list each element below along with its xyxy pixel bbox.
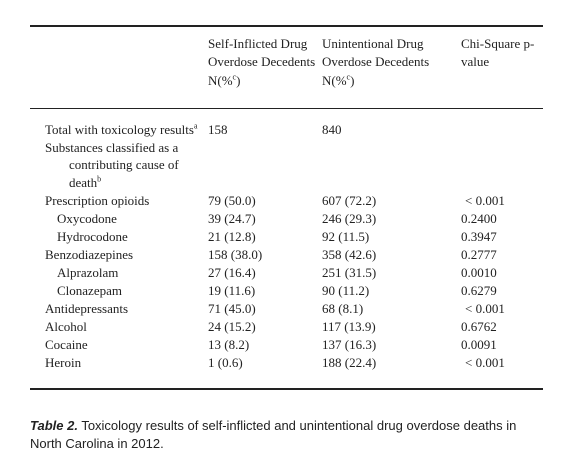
cell: 0.3947: [461, 228, 497, 244]
cell: 251 (31.5): [322, 264, 377, 280]
caption-label: Table 2.: [30, 418, 78, 433]
cell: 39 (24.7): [208, 210, 256, 226]
cell: 0.6279: [461, 282, 497, 298]
caption-text: Toxicology results of self-inflicted and…: [30, 418, 517, 451]
cell: 0.0091: [461, 336, 497, 352]
row-label: Total with toxicology resultsa: [45, 121, 199, 139]
row-label: Prescription opioids: [45, 192, 199, 210]
row-label: Oxycodone: [57, 210, 199, 228]
cell: 71 (45.0): [208, 300, 256, 316]
cell: 19 (11.6): [208, 282, 256, 298]
row-label: Alcohol: [45, 318, 199, 336]
unit-sup: c: [346, 72, 351, 82]
cell: 92 (11.5): [322, 228, 370, 244]
cell: 13 (8.2): [208, 336, 250, 352]
column-header: Chi-Square p-value: [461, 35, 541, 70]
cell: < 0.001: [465, 354, 505, 370]
row-label: Cocaine: [45, 336, 199, 354]
cell: 607 (72.2): [322, 192, 377, 208]
column-title: Self-Inflicted Drug Overdose Decedents: [208, 36, 316, 69]
row-label: Clonazepam: [57, 282, 199, 300]
cell: 137 (16.3): [322, 336, 377, 352]
header-rule: [30, 108, 543, 109]
column-title: Chi-Square p-value: [461, 36, 535, 69]
row-label: Hydrocodone: [57, 228, 199, 246]
caption: Table 2. Toxicology results of self-infl…: [30, 417, 550, 453]
cell: 68 (8.1): [322, 300, 364, 316]
row-label-text: Alprazolam: [57, 264, 119, 280]
row-label-text: Oxycodone: [57, 210, 117, 226]
row-label-sup: a: [193, 121, 198, 131]
cell: 840: [322, 121, 342, 137]
cell: 246 (29.3): [322, 210, 377, 226]
row-label-text: Hydrocodone: [57, 228, 128, 244]
cell: 358 (42.6): [322, 246, 377, 262]
row-label-sup: b: [97, 174, 102, 184]
row-label: Substances classified as a contributing …: [45, 139, 199, 192]
unit-text: ): [350, 73, 355, 88]
bottom-rule: [30, 388, 543, 390]
row-label-text: Alcohol: [45, 318, 87, 334]
cell: 27 (16.4): [208, 264, 256, 280]
cell: 0.6762: [461, 318, 497, 334]
row-label-text: Benzodiazepines: [45, 246, 134, 262]
row-label-text: Prescription opioids: [45, 192, 150, 208]
row-label: Antidepressants: [45, 300, 199, 318]
cell: < 0.001: [465, 192, 505, 208]
cell: 0.2400: [461, 210, 497, 226]
cell: 117 (13.9): [322, 318, 376, 334]
cell: 0.0010: [461, 264, 497, 280]
unit-sup: c: [232, 72, 237, 82]
column-title: Unintentional Drug Overdose Decedents: [322, 36, 430, 69]
unit-text: N(%: [322, 73, 347, 88]
column-unit: N(%c): [208, 72, 318, 90]
unit-text: N(%: [208, 73, 233, 88]
top-rule: [30, 25, 543, 27]
column-unit: N(%c): [322, 72, 457, 90]
row-label: Alprazolam: [57, 264, 199, 282]
cell: 79 (50.0): [208, 192, 256, 208]
row-label-text: Cocaine: [45, 336, 88, 352]
row-label-text: Antidepressants: [45, 300, 129, 316]
cell: 1 (0.6): [208, 354, 243, 370]
column-header: Unintentional Drug Overdose Decedents N(%…: [322, 35, 457, 90]
cell: 90 (11.2): [322, 282, 370, 298]
cell: 0.2777: [461, 246, 497, 262]
cell: 158: [208, 121, 228, 137]
cell: 188 (22.4): [322, 354, 377, 370]
cell: 21 (12.8): [208, 228, 256, 244]
unit-text: ): [236, 73, 241, 88]
cell: 24 (15.2): [208, 318, 256, 334]
row-label: Benzodiazepines: [45, 246, 199, 264]
row-label-text: Clonazepam: [57, 282, 122, 298]
row-label: Heroin: [45, 354, 199, 372]
row-label-text: Heroin: [45, 354, 82, 370]
cell: 158 (38.0): [208, 246, 263, 262]
cell: < 0.001: [465, 300, 505, 316]
row-label-text: Substances classified as a contributing …: [45, 139, 179, 190]
column-header: Self-Inflicted Drug Overdose Decedents N(…: [208, 35, 318, 90]
row-label-text: Total with toxicology results: [45, 121, 194, 137]
